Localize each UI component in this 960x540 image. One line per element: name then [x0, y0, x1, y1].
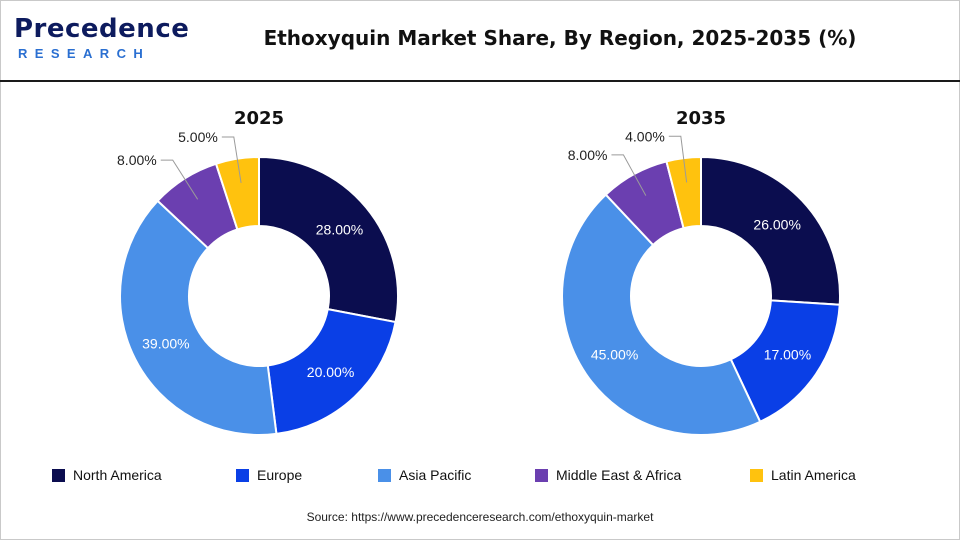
legend-swatch: [378, 468, 391, 482]
donut-chart-2025: 2025 28.00% 20.00% 39.00% 8.00% 5.00%: [117, 108, 399, 436]
data-label-europe: 17.00%: [764, 347, 811, 363]
leader-line-middle-east-africa: [611, 154, 647, 196]
donut-charts: 2025 28.00% 20.00% 39.00% 8.00% 5.00% 2035 26.0…: [117, 108, 841, 436]
chart-title: Ethoxyquin Market Share, By Region, 2025…: [263, 26, 857, 50]
slice-europe: [729, 299, 841, 424]
leader-line-middle-east-africa: [160, 159, 199, 200]
slice-latin-america: [665, 155, 702, 230]
legend-item-europe: Europe: [236, 465, 302, 485]
header: Precedence RESEARCH Ethoxyquin Market Sh…: [0, 0, 960, 80]
legend-swatch: [535, 468, 548, 482]
slice-asia-pacific: [119, 199, 278, 436]
data-label-europe: 20.00%: [307, 364, 354, 380]
slice-asia-pacific: [561, 193, 762, 436]
data-label-asia-pacific: 45.00%: [591, 347, 638, 363]
legend-item-asia-pacific: Asia Pacific: [378, 465, 471, 485]
data-label-middle-east-africa: 8.00%: [117, 152, 157, 168]
legend-label: Europe: [257, 467, 303, 483]
data-label-asia-pacific: 39.00%: [142, 335, 189, 351]
legend-label: Middle East & Africa: [556, 467, 682, 483]
slice-north-america: [700, 155, 841, 306]
source-note: Source: https://www.precedenceresearch.c…: [306, 510, 654, 524]
data-label-middle-east-africa: 8.00%: [568, 147, 608, 163]
leader-line-latin-america: [668, 135, 688, 183]
leader-line-latin-america: [221, 136, 242, 183]
legend-label: Asia Pacific: [399, 467, 472, 483]
header-divider: [0, 80, 960, 82]
legend-label: North America: [73, 467, 162, 483]
logo-subtitle: RESEARCH: [18, 46, 151, 61]
data-label-latin-america: 5.00%: [178, 129, 218, 145]
data-label-north-america: 28.00%: [316, 221, 363, 237]
brand-logo: Precedence RESEARCH: [14, 14, 189, 66]
data-label-latin-america: 4.00%: [625, 128, 665, 144]
data-label-north-america: 26.00%: [753, 216, 800, 232]
legend-swatch: [52, 468, 65, 482]
legend-label: Latin America: [771, 467, 856, 483]
donut-title: 2025: [234, 108, 284, 129]
slice-europe: [266, 307, 397, 436]
legend-swatch: [750, 468, 763, 482]
legend-item-latin-america: Latin America: [750, 465, 856, 485]
logo-wordmark: Precedence: [14, 14, 190, 44]
donut-title: 2035: [676, 108, 726, 129]
legend-item-north-america: North America: [52, 465, 162, 485]
slice-north-america: [258, 155, 399, 324]
legend-item-middle-east-africa: Middle East & Africa: [535, 465, 681, 485]
slice-latin-america: [214, 155, 260, 231]
legend-swatch: [236, 468, 249, 482]
legend: North America Europe Asia Pacific Middle Ea…: [0, 465, 960, 487]
donut-chart-2035: 2035 26.00% 17.00% 45.00% 8.00% 4.00%: [561, 108, 841, 436]
